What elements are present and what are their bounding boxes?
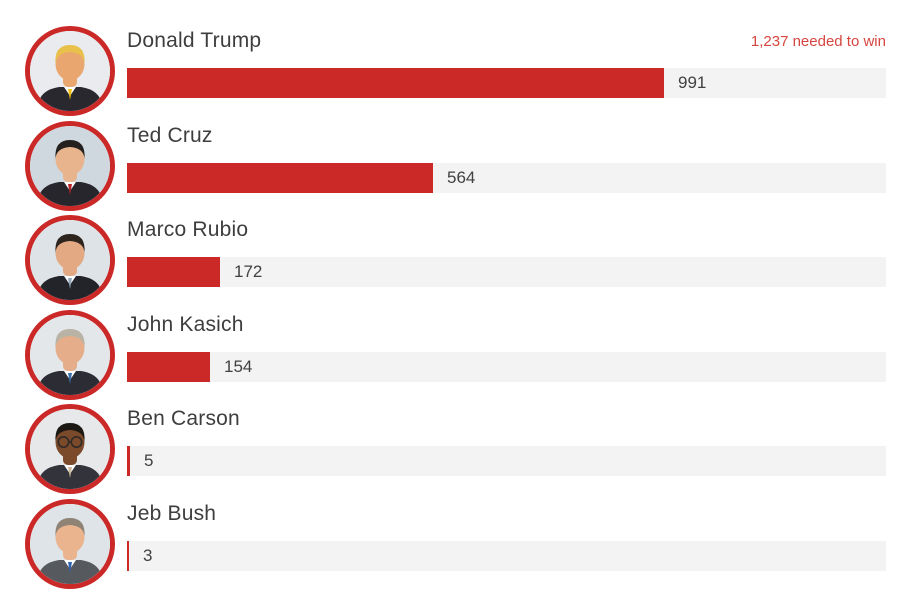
delegate-bar-track: 3 [127, 541, 886, 571]
delegate-bar-track: 172 [127, 257, 886, 287]
delegate-count: 3 [143, 546, 153, 565]
delegate-bar [127, 68, 664, 98]
candidate-name: Marco Rubio [127, 218, 249, 241]
avatar-jeb-bush [25, 499, 115, 589]
delegate-bar [127, 541, 129, 571]
avatar-ben-carson [25, 404, 115, 494]
delegate-count: 991 [678, 73, 707, 92]
candidate-name: Ben Carson [127, 407, 240, 430]
candidate-row: John Kasich 154 [0, 284, 899, 400]
avatar-marco-rubio [25, 215, 115, 305]
candidate-name: Jeb Bush [127, 502, 217, 525]
candidate-name: John Kasich [127, 313, 244, 336]
delegate-count: 172 [234, 262, 263, 281]
candidate-row: Marco Rubio 172 [0, 189, 899, 305]
candidate-row: Ted Cruz 564 [0, 95, 899, 211]
needed-to-win-label: 1,237 needed to win [750, 33, 886, 50]
candidate-name: Ted Cruz [127, 124, 213, 147]
delegate-bar [127, 352, 210, 382]
delegate-bar [127, 163, 433, 193]
candidate-name: Donald Trump [127, 29, 262, 52]
candidate-row: Ben Carson 5 [0, 378, 899, 494]
candidate-row: Donald Trump 1,237 needed to win 991 [0, 0, 899, 116]
avatar-john-kasich [25, 310, 115, 400]
avatar-donald-trump [25, 26, 115, 116]
delegate-bar-track: 991 [127, 68, 886, 98]
delegate-count: 5 [144, 451, 154, 470]
delegate-bar-track: 5 [127, 446, 886, 476]
delegate-bar-track: 564 [127, 163, 886, 193]
candidate-row: Jeb Bush 3 [0, 473, 899, 589]
delegate-count: 154 [224, 357, 253, 376]
delegate-bar-track: 154 [127, 352, 886, 382]
avatar-ted-cruz [25, 121, 115, 211]
delegate-bar [127, 257, 220, 287]
delegate-count: 564 [447, 168, 476, 187]
delegate-bar [127, 446, 130, 476]
